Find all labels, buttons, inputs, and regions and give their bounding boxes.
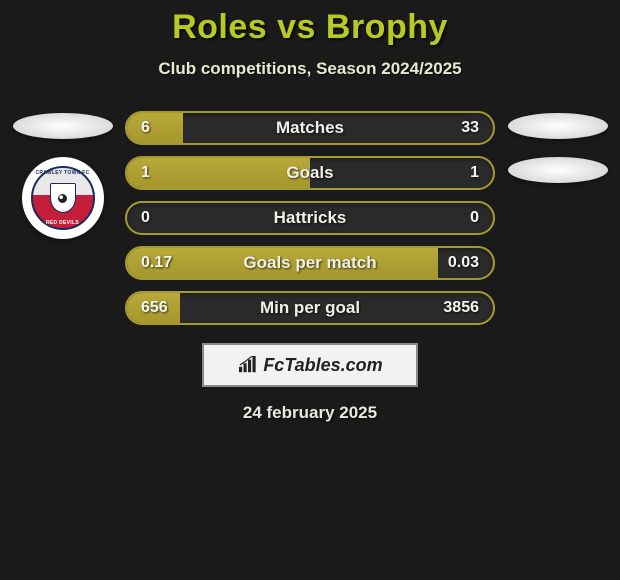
left-player-avatar [13,113,113,139]
stat-left-value: 656 [141,299,168,317]
page-title: Roles vs Brophy [0,8,620,47]
left-player-column: CRAWLEY TOWN FC RED DEVILS [10,111,115,239]
branding-text: FcTables.com [263,355,382,376]
stat-label: Min per goal [260,298,360,318]
stat-right-value: 33 [461,119,479,137]
badge-shield-icon [50,183,76,213]
stat-label: Matches [276,118,344,138]
right-player-column [505,111,610,183]
stat-right-value: 3856 [443,299,479,317]
badge-top-text: CRAWLEY TOWN FC [35,170,89,176]
badge-bottom-text: RED DEVILS [46,220,79,226]
stat-left-value: 0 [141,209,150,227]
date-text: 24 february 2025 [0,403,620,423]
stat-fill [127,113,183,143]
stat-right-value: 0.03 [448,254,479,272]
stat-bar: 1 Goals 1 [125,156,495,190]
stat-right-value: 0 [470,209,479,227]
subtitle: Club competitions, Season 2024/2025 [0,59,620,79]
left-club-badge: CRAWLEY TOWN FC RED DEVILS [22,157,104,239]
stat-left-value: 1 [141,164,150,182]
stat-label: Goals [286,163,333,183]
left-club-badge-inner: CRAWLEY TOWN FC RED DEVILS [31,166,95,230]
right-club-placeholder [508,157,608,183]
stat-label: Goals per match [243,253,376,273]
stat-bar: 0 Hattricks 0 [125,201,495,235]
stat-left-value: 6 [141,119,150,137]
stat-left-value: 0.17 [141,254,172,272]
stats-column: 6 Matches 33 1 Goals 1 0 Hattricks 0 0.17 Goals pe… [125,111,495,325]
right-player-avatar [508,113,608,139]
stat-bar: 0.17 Goals per match 0.03 [125,246,495,280]
stat-right-value: 1 [470,164,479,182]
stat-bar: 656 Min per goal 3856 [125,291,495,325]
stat-bar: 6 Matches 33 [125,111,495,145]
content-row: CRAWLEY TOWN FC RED DEVILS 6 Matches 33 1 Go… [0,111,620,325]
branding-box[interactable]: FcTables.com [202,343,418,387]
stat-label: Hattricks [274,208,347,228]
comparison-card: Roles vs Brophy Club competitions, Seaso… [0,0,620,423]
stat-fill [127,158,310,188]
chart-icon [237,356,259,374]
badge-ball-icon [58,194,67,203]
